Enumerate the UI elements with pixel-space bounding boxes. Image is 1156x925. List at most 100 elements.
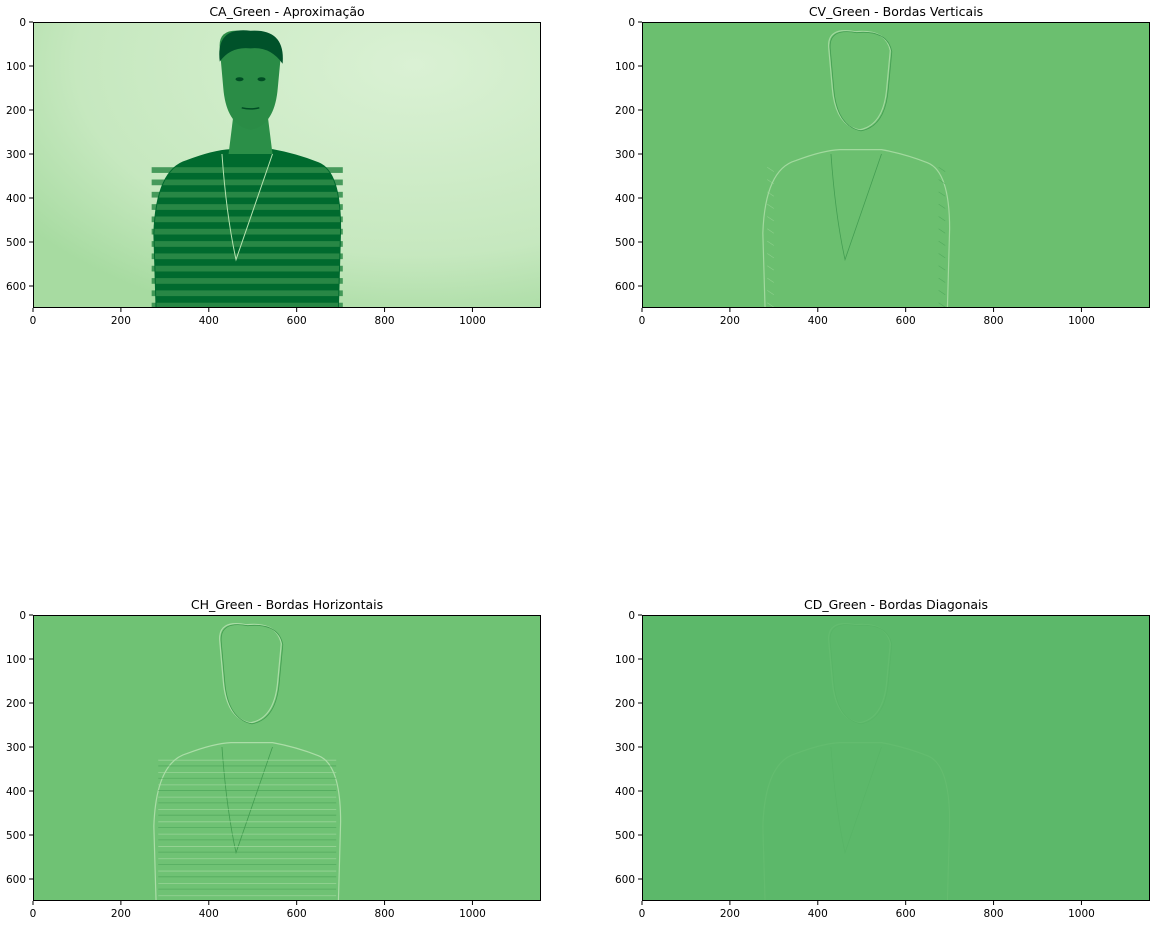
stripe: [151, 167, 343, 173]
x-tick-label: 400: [199, 315, 219, 327]
x-tick-label: 0: [30, 908, 37, 920]
y-tick-label: 600: [615, 281, 635, 293]
y-tick-label: 500: [6, 237, 26, 249]
x-tick-label: 200: [720, 908, 740, 920]
background: [33, 615, 541, 901]
y-tick-label: 0: [19, 17, 26, 29]
y-tick-label: 100: [6, 61, 26, 73]
stripe-edge: [767, 277, 775, 283]
x-tick-label: 800: [984, 908, 1004, 920]
stripe-edge: [938, 253, 946, 259]
x-tick-label: 400: [808, 908, 828, 920]
stripe-edge: [767, 302, 775, 308]
x-tick-label: 0: [639, 315, 646, 327]
x-tick-label: 1000: [1068, 315, 1095, 327]
stripe: [151, 265, 343, 272]
face: [219, 30, 282, 130]
necklace: [221, 153, 273, 262]
y-tick-label: 200: [615, 105, 635, 117]
stripe: [151, 278, 343, 284]
y-tick-label: 100: [615, 654, 635, 666]
stripe-edge: [938, 216, 946, 222]
stripe-edge: [938, 203, 946, 209]
stripe: [151, 228, 343, 235]
stripe-edge: [767, 265, 775, 271]
y-tick-label: 400: [615, 193, 635, 205]
hair: [219, 30, 283, 64]
stripe-edge: [767, 179, 775, 185]
stripe: [151, 179, 343, 186]
y-tick-label: 400: [6, 193, 26, 205]
y-tick-label: 300: [6, 149, 26, 161]
x-tick-label: 1000: [1068, 908, 1095, 920]
y-tick-label: 500: [615, 237, 635, 249]
x-tick-label: 400: [808, 315, 828, 327]
x-tick-label: 800: [375, 908, 395, 920]
x-tick-label: 800: [375, 315, 395, 327]
y-tick-label: 200: [615, 698, 635, 710]
x-tick-label: 0: [639, 908, 646, 920]
stripe: [151, 253, 343, 260]
stripe: [151, 204, 343, 210]
stripe-edge: [767, 253, 775, 259]
stripe-edge: [938, 191, 946, 197]
edge-outline: [153, 623, 342, 901]
stripe: [151, 241, 343, 247]
y-tick-label: 400: [6, 786, 26, 798]
y-tick-label: 100: [6, 654, 26, 666]
background: [642, 22, 1150, 308]
stripe-edge: [767, 240, 775, 246]
stripe: [151, 216, 343, 223]
x-tick-label: 1000: [459, 315, 486, 327]
y-tick-label: 200: [6, 698, 26, 710]
axes-frame: [642, 22, 1150, 308]
x-tick-label: 0: [30, 315, 37, 327]
x-tick-label: 400: [199, 908, 219, 920]
y-tick-label: 400: [615, 786, 635, 798]
background: [642, 615, 1150, 901]
image-area: [33, 615, 541, 901]
y-tick-label: 0: [628, 610, 635, 622]
image-area: [642, 615, 1150, 901]
stripe: [151, 302, 343, 308]
y-tick-label: 0: [19, 610, 26, 622]
stripe-edge: [767, 203, 775, 209]
axes-frame: [33, 22, 541, 308]
y-tick-label: 600: [6, 874, 26, 886]
edge-outline: [762, 30, 951, 308]
stripe-edge: [767, 216, 775, 222]
y-tick-label: 300: [615, 149, 635, 161]
stripe-edge: [767, 228, 775, 234]
y-tick-label: 300: [6, 742, 26, 754]
y-tick-label: 600: [615, 874, 635, 886]
x-tick-label: 600: [287, 315, 307, 327]
y-tick-label: 100: [615, 61, 635, 73]
edge-outline: [762, 623, 951, 901]
panel-approximation: CA_Green - Aproximação 0 200 400 600 800 1000 0…: [6, 4, 541, 327]
y-tick-label: 300: [615, 742, 635, 754]
panel-title: CA_Green - Aproximação: [209, 4, 364, 19]
stripe-edge: [938, 228, 946, 234]
x-tick-label: 200: [720, 315, 740, 327]
panel-vertical-edges: CV_Green - Bordas Verticais 0 200 400 600 800…: [615, 4, 1150, 327]
panel-title: CD_Green - Bordas Diagonais: [804, 597, 988, 612]
y-tick-label: 500: [6, 830, 26, 842]
mouth: [241, 107, 260, 110]
stripe-edge: [938, 240, 946, 246]
eye: [257, 77, 266, 82]
x-tick-label: 200: [111, 908, 131, 920]
stripe-edge: [938, 277, 946, 283]
y-tick-label: 500: [615, 830, 635, 842]
x-tick-label: 200: [111, 315, 131, 327]
axes-frame: [642, 615, 1150, 901]
neck: [228, 118, 273, 154]
panel-title: CV_Green - Bordas Verticais: [809, 4, 983, 19]
panel-title: CH_Green - Bordas Horizontais: [191, 597, 383, 612]
stripe-edge: [938, 179, 946, 185]
x-tick-label: 800: [984, 315, 1004, 327]
x-tick-label: 600: [896, 315, 916, 327]
x-tick-label: 600: [896, 908, 916, 920]
stripe-edge: [767, 166, 775, 172]
stripe-edge: [767, 191, 775, 197]
